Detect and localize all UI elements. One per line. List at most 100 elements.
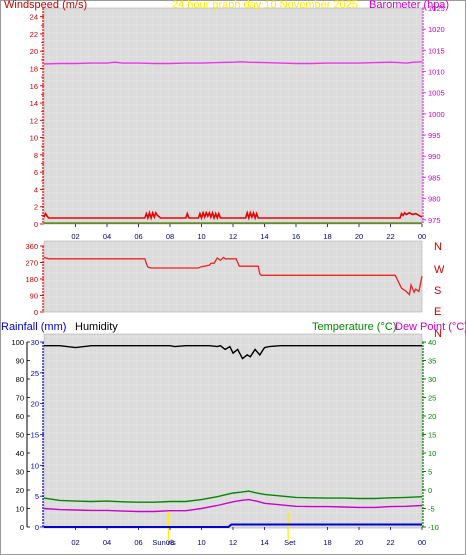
windspeed-tick-label: 10 — [30, 134, 38, 143]
temp-time-label: 00 — [418, 538, 426, 547]
windspeed-tick-label: 16 — [30, 82, 38, 91]
temperature-tick-label: 15 — [428, 431, 436, 440]
wind-time-label: 18 — [323, 232, 331, 241]
barometer-tick-label: 1010 — [428, 68, 445, 77]
temperature-line — [43, 490, 423, 503]
temperature-tick-label: 40 — [428, 338, 436, 347]
windspeed-axis-title: Windspeed (m/s) — [4, 0, 87, 11]
temp-time-label: 04 — [103, 538, 111, 547]
barometer-tick-label: 990 — [428, 152, 441, 161]
barometer-tick-label: 985 — [428, 173, 441, 182]
temperature-tick-label: 0 — [428, 486, 432, 495]
temp-time-label: 08 — [166, 538, 174, 547]
humidity-tick-label: 50 — [16, 431, 24, 440]
barometer-tick-label: 1025 — [428, 4, 445, 13]
humidity-tick-label: 30 — [16, 468, 24, 477]
rainfall-tick-label: 20 — [31, 400, 39, 409]
barometer-tick-label: 1015 — [428, 46, 445, 55]
wind-time-label: 20 — [355, 232, 363, 241]
wind-gust-line — [43, 210, 423, 221]
temperature-tick-label: 10 — [428, 449, 436, 458]
rainfall-tick-label: 15 — [31, 431, 39, 440]
wind-direction-line — [43, 256, 423, 296]
temperature-tick-label: 20 — [428, 412, 436, 421]
barometer-tick-label: 1005 — [428, 89, 445, 98]
humidity-line — [44, 344, 422, 360]
temperature-tick-label: -5 — [428, 505, 435, 514]
barometer-tick-label: 980 — [428, 195, 441, 204]
wind-time-label: 16 — [292, 232, 300, 241]
windspeed-tick-label: 12 — [30, 116, 38, 125]
dewpoint-axis-title: Dew Point (°C) — [395, 321, 466, 333]
temp-panel-background — [43, 333, 423, 529]
humidity-tick-label: 90 — [16, 357, 24, 366]
windspeed-tick-label: 22 — [30, 30, 38, 39]
temp-time-label: 14 — [260, 538, 268, 547]
compass-label: N — [434, 328, 442, 340]
windspeed-tick-label: 8 — [34, 151, 38, 160]
wind-time-label: 12 — [229, 232, 237, 241]
windspeed-tick-label: 18 — [30, 64, 38, 73]
compass-label: S — [434, 285, 441, 297]
humidity-tick-label: 40 — [16, 449, 24, 458]
temp-time-label: 12 — [229, 538, 237, 547]
direction-tick-label: 90 — [30, 292, 38, 301]
temp-time-label: 20 — [355, 538, 363, 547]
rainfall-line — [44, 523, 422, 528]
compass-label: N — [434, 241, 442, 253]
windspeed-tick-label: 20 — [30, 47, 38, 56]
temperature-tick-label: 30 — [428, 375, 436, 384]
windspeed-tick-label: 14 — [30, 99, 38, 108]
wind-time-label: 04 — [103, 232, 111, 241]
wind-time-label: 08 — [166, 232, 174, 241]
graph-date-title: 24 hour graph day 10 November 2025 — [172, 0, 358, 11]
wind-time-label: 02 — [71, 232, 79, 241]
windspeed-tick-label: 24 — [30, 13, 38, 22]
temp-time-label: 02 — [71, 538, 79, 547]
wind-time-label: 22 — [386, 232, 394, 241]
humidity-tick-label: 70 — [16, 394, 24, 403]
sunset-label: Set — [284, 538, 296, 547]
wind-time-label: 06 — [134, 232, 142, 241]
windspeed-tick-label: 2 — [34, 203, 38, 212]
temperature-tick-label: 35 — [428, 357, 436, 366]
direction-panel-background — [43, 240, 423, 313]
wind-panel-background — [43, 7, 423, 225]
barometer-tick-label: 1020 — [428, 25, 445, 34]
rainfall-tick-label: 5 — [35, 492, 39, 501]
sunrise-label: Sun ris — [152, 538, 176, 547]
windspeed-tick-label: 4 — [34, 185, 38, 194]
rainfall-tick-label: 30 — [31, 338, 39, 347]
compass-label: W — [434, 264, 445, 276]
barometer-axis-title: Barometer (hpa) — [369, 0, 449, 11]
humidity-tick-label: 80 — [16, 375, 24, 384]
temp-time-label: 22 — [386, 538, 394, 547]
compass-label: E — [434, 306, 441, 318]
wind-time-label: 10 — [197, 232, 205, 241]
rainfall-tick-label: 0 — [35, 523, 39, 532]
humidity-tick-label: 0 — [20, 523, 24, 532]
direction-tick-label: 0 — [34, 308, 38, 317]
dewpoint-line — [43, 498, 423, 513]
humidity-tick-label: 60 — [16, 412, 24, 421]
wind-time-label: 00 — [418, 232, 426, 241]
humidity-tick-label: 20 — [16, 486, 24, 495]
humidity-tick-label: 100 — [11, 338, 24, 347]
temperature-tick-label: 25 — [428, 394, 436, 403]
barometer-line — [43, 61, 423, 65]
humidity-tick-label: 10 — [16, 505, 24, 514]
direction-tick-label: 270 — [25, 259, 38, 268]
rainfall-tick-label: 10 — [31, 461, 39, 470]
temperature-tick-label: -10 — [428, 523, 439, 532]
temp-time-label: 18 — [323, 538, 331, 547]
temperature-tick-label: 5 — [428, 468, 432, 477]
barometer-tick-label: 1000 — [428, 110, 445, 119]
temperature-axis-title: Temperature (°C) — [312, 321, 396, 333]
windspeed-tick-label: 6 — [34, 168, 38, 177]
barometer-tick-label: 995 — [428, 131, 441, 140]
rainfall-tick-label: 25 — [31, 369, 39, 378]
direction-tick-label: 360 — [25, 242, 38, 251]
windspeed-tick-label: 0 — [34, 220, 38, 229]
barometer-tick-label: 975 — [428, 216, 441, 225]
